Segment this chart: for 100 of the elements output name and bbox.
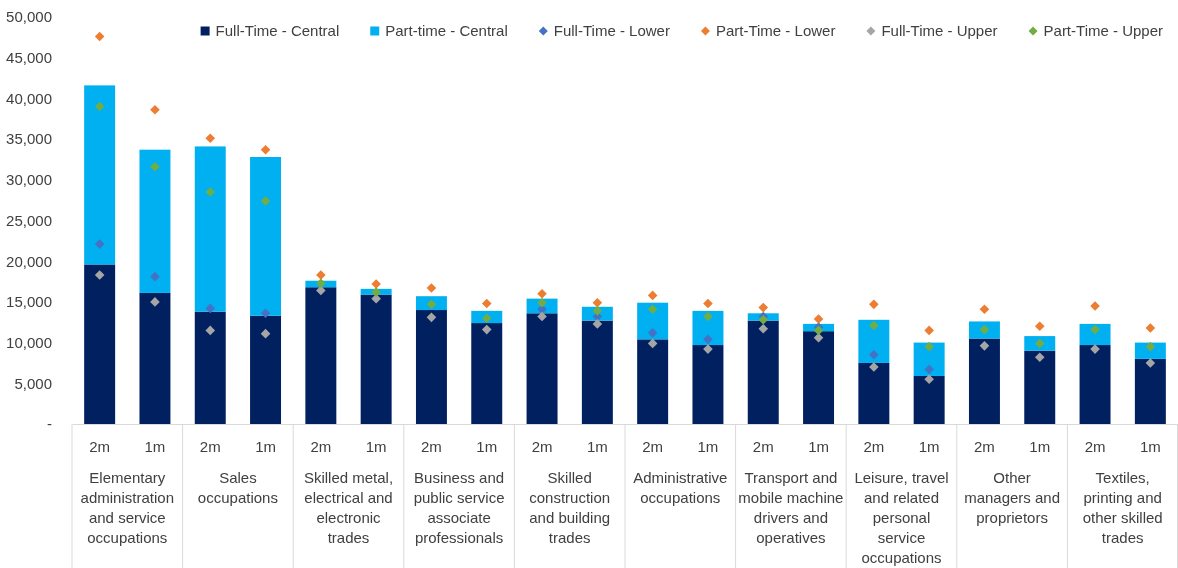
point: [260, 196, 271, 206]
point: [592, 297, 603, 308]
x-tick-label: 2m: [89, 437, 111, 455]
text: Elementary administration and service occupations: [80, 469, 174, 546]
bar: [913, 375, 945, 424]
point: [647, 328, 658, 338]
legend-label: Full-Time - Upper: [881, 22, 998, 40]
point: [924, 364, 934, 375]
point: [1034, 321, 1045, 332]
text: Skilled metal, electrical and electronic trades: [303, 469, 394, 546]
y-tick-label: 40,000: [6, 89, 52, 107]
bar: [913, 342, 945, 376]
point: [260, 144, 271, 155]
point: [481, 324, 492, 335]
text: Leisure, travel and related personal service occupations: [854, 469, 949, 566]
point: [869, 350, 879, 360]
point: [94, 270, 105, 280]
x-tick-label: 1m: [255, 437, 276, 455]
point: [260, 308, 271, 319]
point: [205, 133, 216, 144]
text: Textiles, printing and other skilled trades: [1082, 469, 1163, 546]
point: [924, 341, 934, 352]
text: Administrative occupations: [633, 469, 728, 506]
text: Transport and mobile machine drivers and operatives: [738, 469, 844, 546]
point: [647, 290, 658, 301]
bar: [692, 310, 724, 346]
bar: [858, 319, 890, 363]
bar: [581, 320, 613, 424]
bar: [139, 292, 171, 424]
x-tick-label: 1m: [697, 437, 719, 455]
point: [94, 239, 105, 249]
x-tick-label: 2m: [310, 437, 332, 455]
text: Sales occupations: [197, 469, 278, 506]
bar: [194, 146, 226, 312]
point: [703, 311, 713, 322]
point: [758, 315, 769, 325]
x-tick-label: 2m: [421, 437, 442, 455]
bar: [84, 85, 116, 265]
point: [150, 161, 160, 172]
x-tick-label: 2m: [974, 437, 995, 455]
bar: [305, 287, 337, 424]
bar: [415, 310, 447, 424]
bar: [526, 313, 558, 424]
y-tick-label: 50,000: [6, 8, 52, 26]
x-tick-label: 2m: [199, 437, 221, 455]
bar: [84, 264, 116, 424]
bar: [139, 149, 171, 293]
x-tick-label: 2m: [863, 437, 885, 455]
point: [150, 271, 160, 282]
legend-label: Part-time - Central: [385, 22, 508, 40]
bar: [250, 315, 282, 424]
point: [703, 334, 713, 345]
y-tick-label: 25,000: [6, 211, 52, 229]
y-tick-label: 10,000: [6, 333, 52, 351]
bar: [360, 294, 392, 424]
bar: [747, 320, 779, 424]
point: [150, 105, 160, 115]
point: [647, 338, 658, 349]
bar: [637, 339, 669, 424]
point: [371, 287, 381, 297]
point: [481, 298, 492, 309]
text: Skilled construction and building trades: [529, 469, 611, 546]
point: [1145, 358, 1156, 368]
point: [426, 283, 437, 293]
bar: [637, 302, 669, 340]
text: Other managers and proprietors: [964, 469, 1061, 526]
y-tick-label: 20,000: [6, 252, 52, 270]
point: [758, 323, 769, 334]
x-tick-label: 1m: [918, 437, 940, 455]
point: [205, 325, 216, 336]
bar: [1079, 323, 1111, 346]
legend-label: Part-Time - Upper: [1043, 22, 1163, 40]
bar: [1024, 350, 1056, 424]
point: [1034, 352, 1045, 363]
point: [316, 278, 326, 288]
y-tick-label: -: [47, 415, 52, 433]
point: [924, 374, 934, 385]
x-tick-label: 1m: [586, 437, 608, 455]
x-tick-label: 2m: [752, 437, 774, 455]
bar: [803, 331, 835, 424]
y-tick-label: 5,000: [14, 374, 52, 392]
legend-label: Part-Time - Lower: [715, 22, 836, 40]
x-tick-label: 1m: [1139, 437, 1161, 455]
point: [979, 341, 990, 351]
y-tick-label: 30,000: [6, 171, 52, 189]
bar: [1079, 345, 1111, 424]
point: [813, 314, 824, 324]
point: [205, 187, 216, 197]
point: [205, 303, 216, 314]
bar: [1024, 336, 1056, 351]
bar: [968, 338, 1000, 424]
legend-label: Full-Time - Lower: [553, 22, 670, 40]
point: [758, 302, 769, 313]
bar: [858, 362, 890, 424]
legend-label: Full-Time - Central: [215, 22, 340, 40]
point: [537, 311, 547, 322]
x-tick-label: 1m: [144, 437, 166, 455]
y-tick-label: 15,000: [6, 293, 52, 311]
bar: [250, 157, 282, 316]
point: [924, 325, 934, 336]
